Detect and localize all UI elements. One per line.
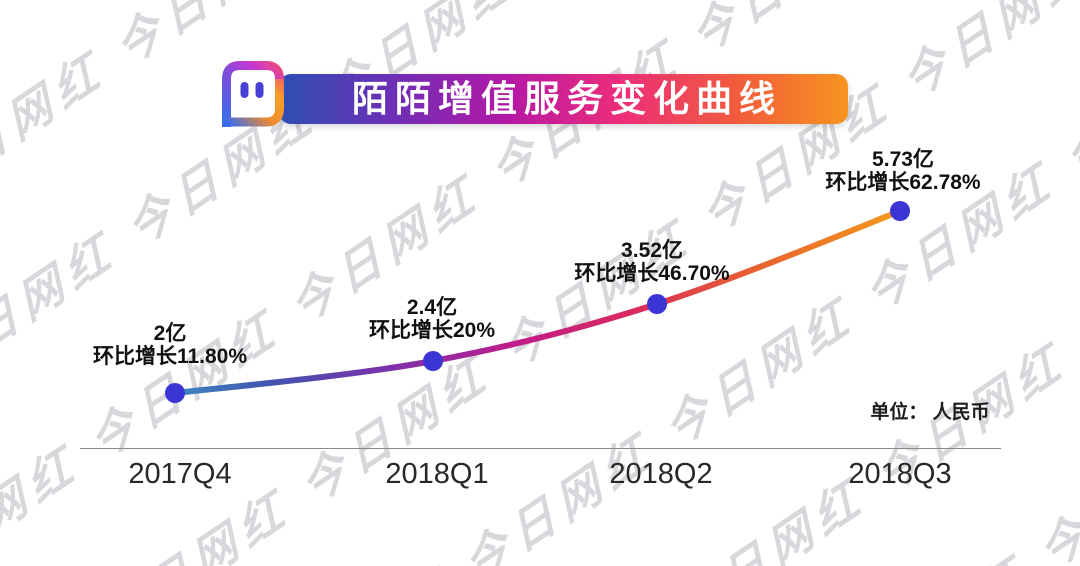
momo-logo-icon — [222, 61, 284, 127]
point-growth: 环比增长11.80% — [92, 345, 248, 368]
point-value: 5.73亿 — [872, 148, 934, 171]
x-axis-line — [80, 448, 1001, 449]
x-tick-2018q1: 2018Q1 — [385, 458, 489, 490]
point-label-2018q1: 2.4亿 环比增长20% — [369, 296, 495, 342]
logo-ring-left-top — [222, 61, 284, 127]
point-label-2017q4: 2亿 环比增长11.80% — [93, 322, 247, 368]
point-label-2018q3: 5.73亿 环比增长62.78% — [825, 148, 980, 194]
x-tick-2018q2: 2018Q2 — [609, 458, 713, 490]
watermark-text: 今日网红 今日网红 今日网红 今日网红 今日网红 今日网红 今日网红 今日网红 — [3, 216, 1080, 566]
data-point-2018q2 — [647, 294, 667, 314]
logo-right-eye — [255, 82, 264, 98]
unit-note: 单位： 人民币 — [870, 402, 990, 423]
x-tick-2018q3: 2018Q3 — [848, 458, 952, 490]
logo-ring-right-bottom — [222, 79, 284, 127]
data-point-2017q4 — [165, 383, 185, 403]
point-value: 2亿 — [153, 322, 187, 345]
point-growth: 环比增长20% — [368, 319, 496, 342]
page-title: 陌陌增值服务变化曲线 — [351, 78, 782, 119]
data-point-2018q3 — [890, 201, 910, 221]
point-value: 3.52亿 — [621, 239, 683, 262]
point-growth: 环比增长62.78% — [825, 171, 981, 194]
logo-bubble-fill — [226, 65, 280, 122]
x-tick-2017q4: 2017Q4 — [128, 458, 232, 490]
trend-line — [172, 208, 903, 396]
point-value: 2.4亿 — [406, 296, 458, 319]
logo-left-eye — [240, 82, 249, 98]
point-growth: 环比增长46.70% — [574, 262, 730, 285]
point-label-2018q2: 3.52亿 环比增长46.70% — [574, 239, 729, 285]
title-banner: 陌陌增值服务变化曲线 — [279, 74, 848, 124]
data-point-2018q1 — [423, 351, 443, 371]
